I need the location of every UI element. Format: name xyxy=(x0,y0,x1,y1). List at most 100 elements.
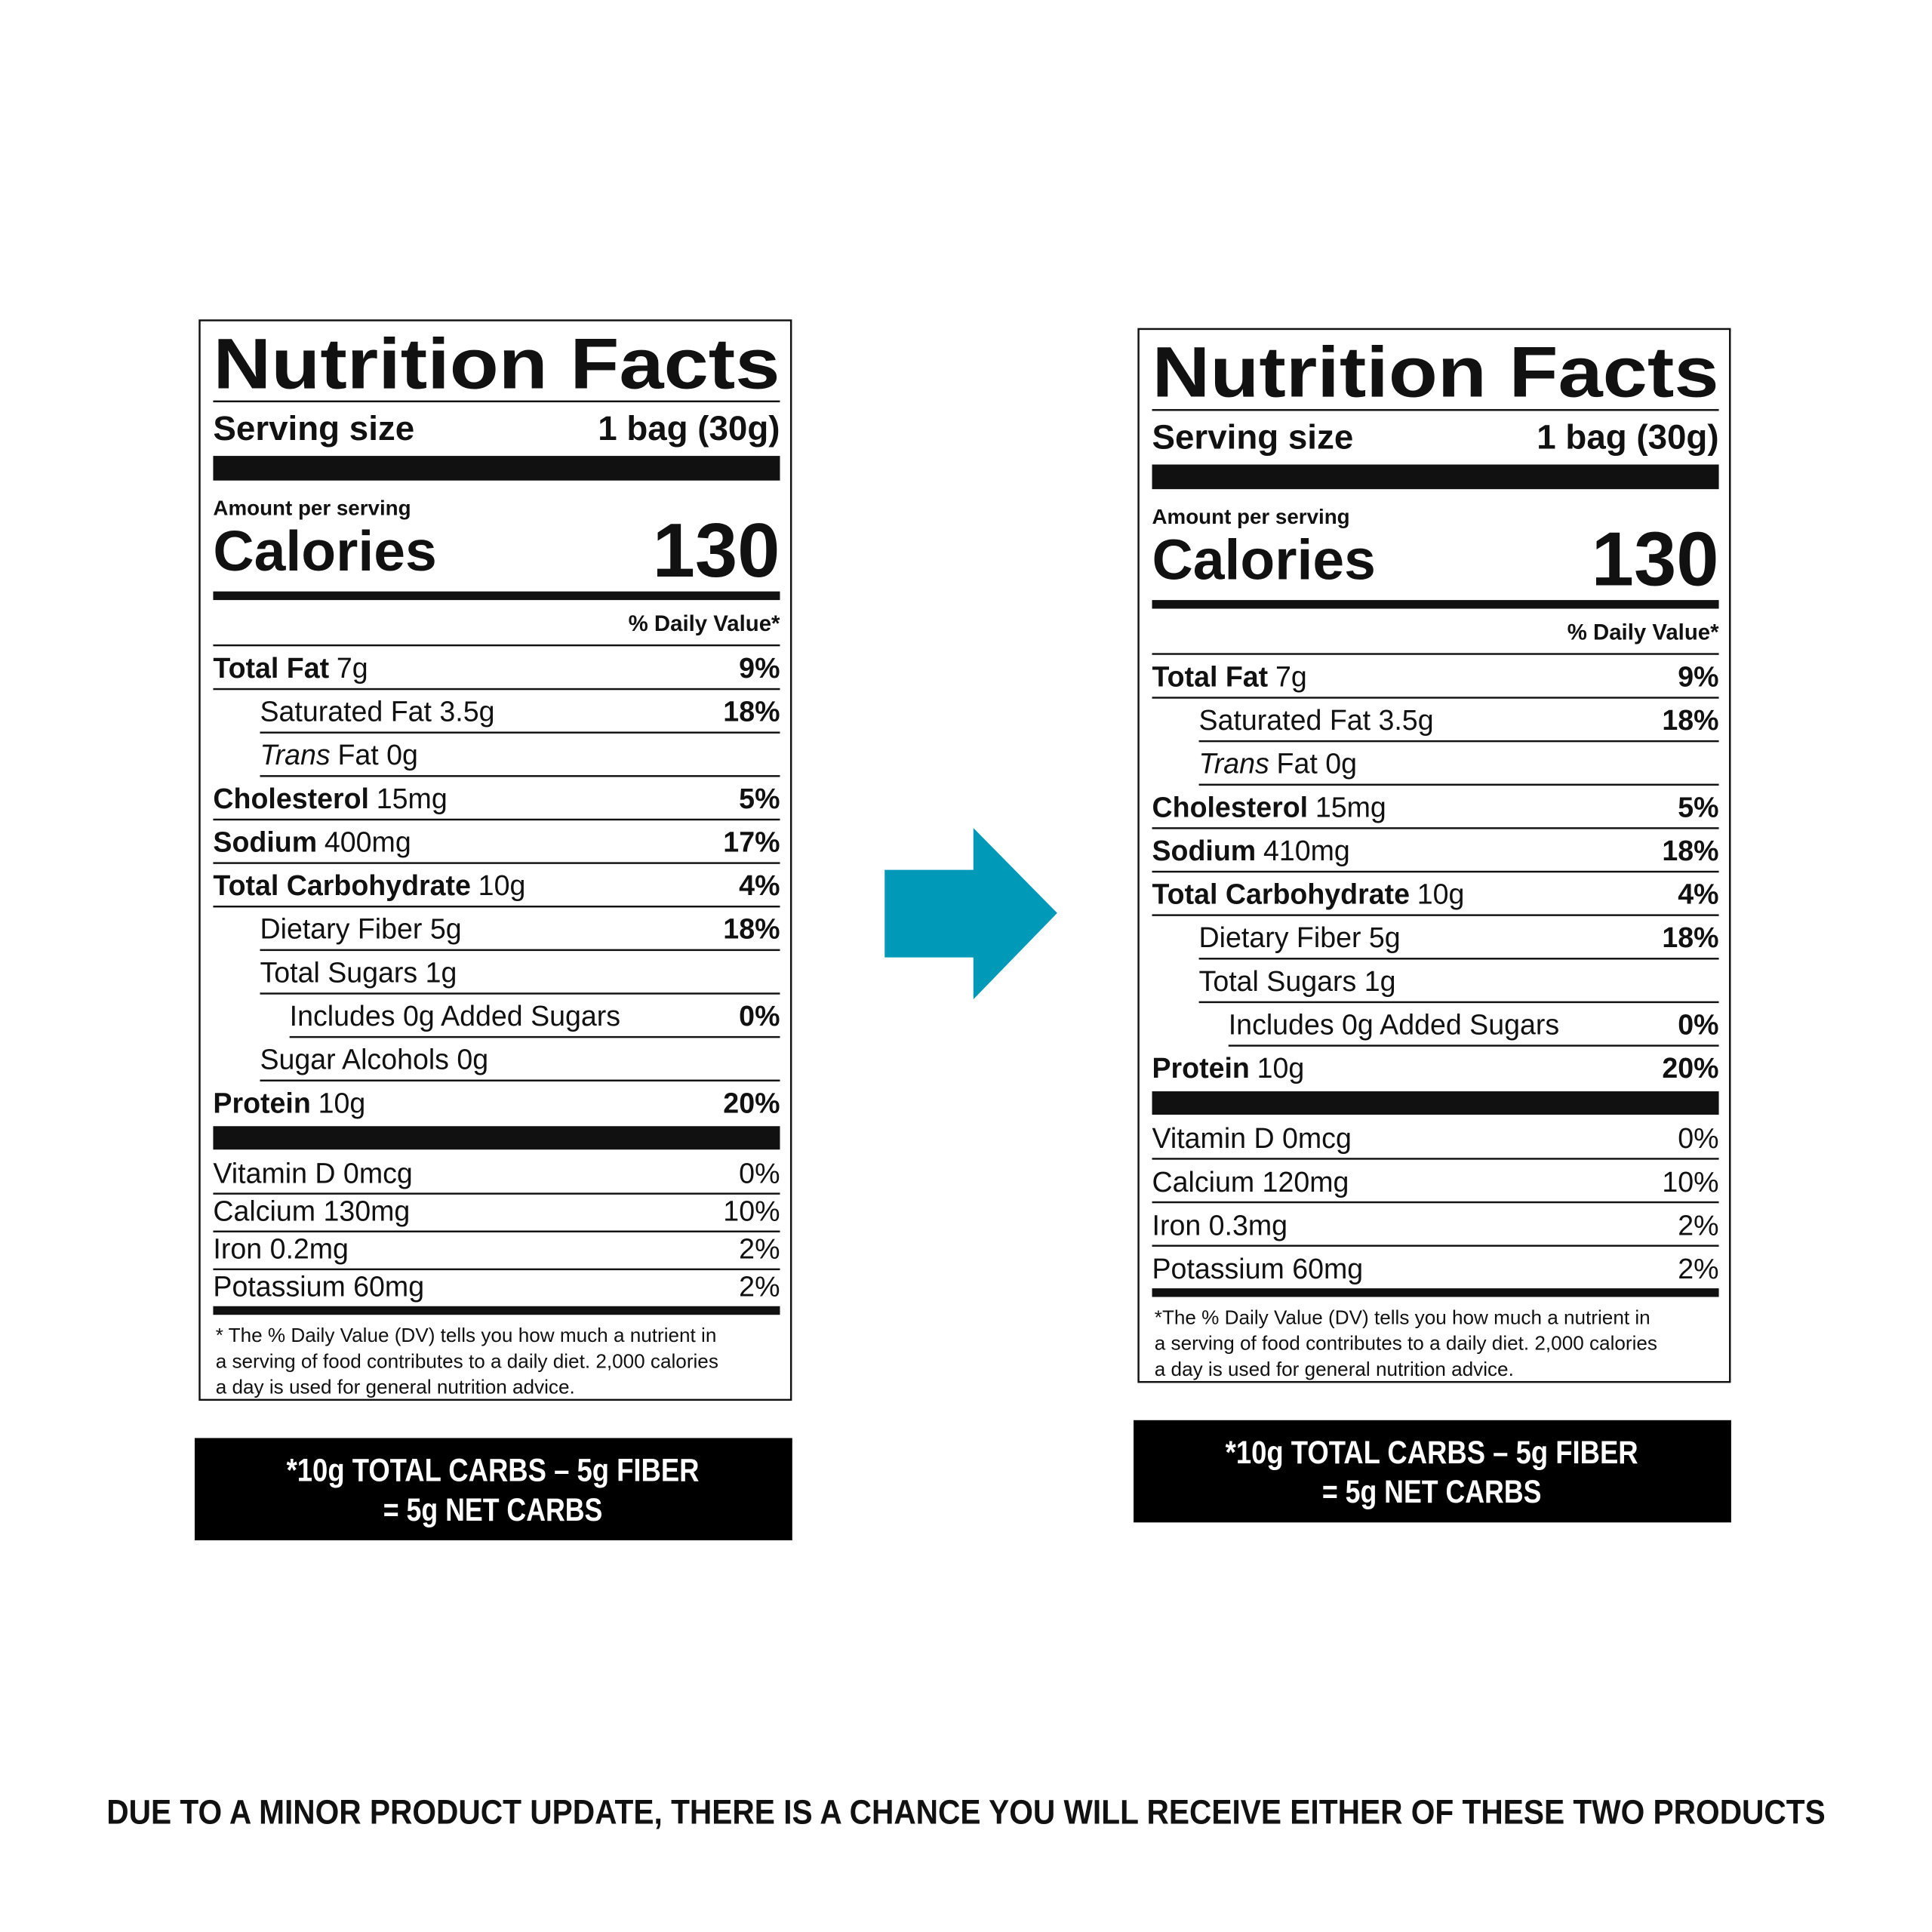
nutrient-name: Total Carbohydrate xyxy=(1152,878,1410,910)
rule xyxy=(213,906,780,908)
nutrient-name: Cholesterol xyxy=(1152,791,1309,823)
nutrient-name: Saturated Fat 3.5g xyxy=(1199,704,1434,736)
nutrient-name: Includes 0g Added Sugars xyxy=(290,1000,620,1032)
nutrient-name-italic: Trans xyxy=(260,739,330,771)
nutrient-dv: 20% xyxy=(723,1087,780,1118)
calories-value: 130 xyxy=(653,508,780,593)
footnote: a serving of food contributes to a daily… xyxy=(1155,1332,1657,1355)
nutrient-name-italic: Trans xyxy=(1199,748,1269,780)
nutrient-dv: 18% xyxy=(723,696,780,728)
net-carbs-text: *10g TOTAL CARBS – 5g FIBER xyxy=(1226,1435,1638,1470)
serving-value: 1 bag (30g) xyxy=(1537,417,1718,456)
rule xyxy=(1198,783,1719,786)
nutrient-row: Dietary Fiber 5g xyxy=(1199,921,1401,953)
nutrient-name: Fat 0g xyxy=(337,739,417,771)
vitamin-dv: 10% xyxy=(723,1195,780,1226)
nutrient-dv: 18% xyxy=(1662,921,1718,953)
footnote: a serving of food contributes to a daily… xyxy=(216,1349,718,1372)
nutrient-row: Sodium 400mg xyxy=(213,826,411,857)
rule xyxy=(1152,914,1719,916)
nutrient-amount: 400mg xyxy=(325,826,411,857)
nutrient-row: Total Fat 7g xyxy=(213,652,368,684)
nutrient-name: Protein xyxy=(1152,1052,1250,1084)
footnote: * The % Daily Value (DV) tells you how m… xyxy=(216,1324,717,1346)
nutrient-amount: 7g xyxy=(337,652,368,684)
vitamin-name: Iron 0.3mg xyxy=(1152,1209,1288,1241)
nutrient-dv: 9% xyxy=(1678,660,1718,692)
nutrient-dv: 0% xyxy=(1678,1008,1718,1040)
amount-per-serving: Amount per serving xyxy=(1152,505,1350,528)
rule xyxy=(1152,1244,1719,1247)
nutrient-name: Sugar Alcohols 0g xyxy=(260,1044,488,1075)
rule xyxy=(1152,653,1719,655)
vitamin-name: Calcium 130mg xyxy=(213,1195,410,1226)
vitamin-dv: 2% xyxy=(1678,1253,1718,1284)
nutrient-name: Sodium xyxy=(213,826,317,857)
thick-bar xyxy=(213,1126,780,1150)
rule xyxy=(260,949,780,952)
notice: DUE TO A MINOR PRODUCT UPDATE, THERE IS … xyxy=(106,1792,1826,1831)
nutrient-row: Includes 0g Added Sugars xyxy=(1229,1008,1559,1040)
rule xyxy=(260,992,780,995)
nutrient-amount: 10g xyxy=(1417,878,1465,910)
nutrient-dv: 18% xyxy=(1662,704,1718,736)
rule xyxy=(1198,740,1719,743)
nutrient-dv: 20% xyxy=(1662,1052,1718,1084)
nutrient-amount: 410mg xyxy=(1263,835,1350,866)
net-carbs-box xyxy=(1134,1420,1731,1523)
dv-header: % Daily Value* xyxy=(1567,620,1719,645)
vitamin-dv: 2% xyxy=(739,1233,780,1265)
nutrient-name: Total Sugars 1g xyxy=(1199,965,1396,997)
nutrient-name: Total Fat xyxy=(1152,660,1269,692)
nutrient-name: Total Sugars 1g xyxy=(260,956,457,988)
nutrient-row: Trans Fat 0g xyxy=(260,739,417,771)
nutrient-name: Total Fat xyxy=(213,652,329,684)
net-carbs-text: = 5g NET CARBS xyxy=(1322,1474,1542,1509)
rule xyxy=(289,1035,780,1038)
label-border xyxy=(198,319,792,1401)
arrow xyxy=(884,828,1057,1000)
nutrient-amount: 15mg xyxy=(1315,791,1386,823)
nutrient-amount: 10g xyxy=(478,869,526,901)
nutrient-row: Total Sugars 1g xyxy=(1199,965,1396,997)
label-title: Nutrition Facts xyxy=(213,324,780,404)
vitamin-name: Iron 0.2mg xyxy=(213,1233,349,1265)
footnote: *The % Daily Value (DV) tells you how mu… xyxy=(1155,1306,1651,1328)
rule xyxy=(1152,1158,1719,1160)
rule xyxy=(1198,958,1719,960)
serving-value: 1 bag (30g) xyxy=(598,409,780,448)
nutrition-label: Nutrition Facts Serving size 1 bag (30g) Am… xyxy=(194,319,792,1540)
nutrient-dv: 4% xyxy=(739,869,780,901)
rule xyxy=(1198,1001,1719,1004)
calories-label: Calories xyxy=(1152,528,1376,591)
nutrient-dv: 4% xyxy=(1678,878,1718,910)
nutrient-name: Protein xyxy=(213,1087,310,1118)
vitamin-name: Vitamin D 0mcg xyxy=(213,1157,412,1189)
nutrient-name: Dietary Fiber 5g xyxy=(1199,921,1401,953)
nutrient-row: Protein 10g xyxy=(1152,1052,1305,1084)
nutrient-name: Cholesterol xyxy=(213,783,369,814)
calories-value: 130 xyxy=(1592,517,1719,602)
vitamin-dv: 2% xyxy=(1678,1209,1718,1241)
vitamin-dv: 0% xyxy=(1678,1122,1718,1154)
nutrient-amount: 15mg xyxy=(377,783,448,814)
medium-bar xyxy=(1152,1288,1719,1297)
nutrient-row: Total Carbohydrate 10g xyxy=(213,869,525,901)
net-carbs-text: = 5g NET CARBS xyxy=(383,1492,603,1527)
rule xyxy=(1152,827,1719,829)
nutrient-row: Total Fat 7g xyxy=(1152,660,1307,692)
nutrient-row: Sugar Alcohols 0g xyxy=(260,1044,488,1075)
calories-label: Calories xyxy=(213,519,436,583)
nutrient-row: Trans Fat 0g xyxy=(1199,748,1357,780)
nutrient-row: Saturated Fat 3.5g xyxy=(1199,704,1434,736)
nutrient-amount: 10g xyxy=(1257,1052,1305,1084)
nutrition-label: Nutrition Facts Serving size 1 bag (30g) Am… xyxy=(1134,328,1731,1523)
nutrient-amount: 7g xyxy=(1275,660,1307,692)
nutrient-name: Total Carbohydrate xyxy=(213,869,470,901)
thick-bar xyxy=(1152,1091,1719,1115)
vitamin-dv: 2% xyxy=(739,1271,780,1303)
rule xyxy=(213,644,780,647)
nutrient-amount: 10g xyxy=(318,1087,366,1118)
nutrient-dv: 17% xyxy=(723,826,780,857)
nutrient-row: Sodium 410mg xyxy=(1152,835,1350,866)
